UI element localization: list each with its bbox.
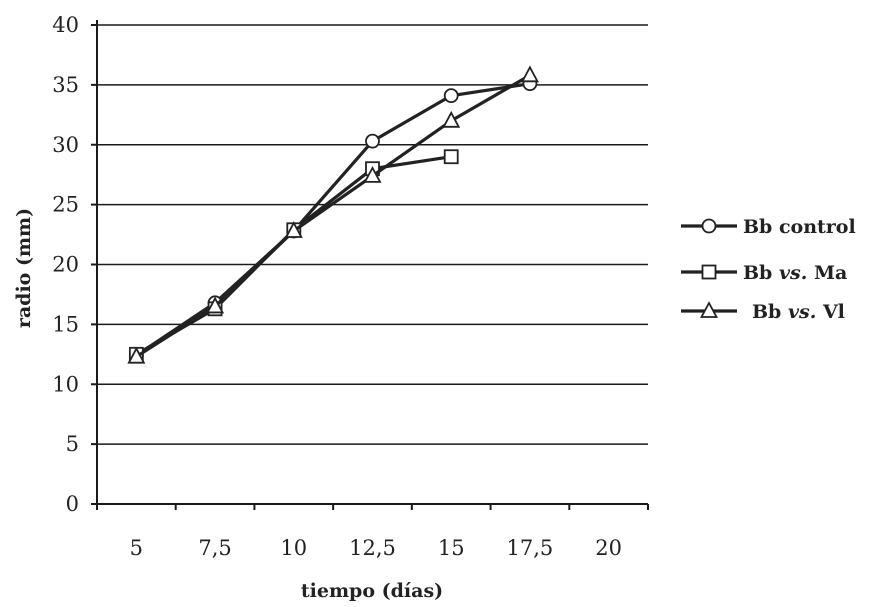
gridlines [97, 24, 648, 445]
y-tick-labels: 0 5 10 15 20 25 30 35 40 [52, 13, 79, 516]
legend-marker-triangle [699, 301, 719, 318]
y-tick-label-30: 30 [52, 133, 79, 157]
legend: Bb control Bb vs. Ma Bb vs. Vl [681, 216, 856, 323]
x-tick-label-20: 20 [595, 536, 622, 560]
data-point-square-4 [443, 149, 459, 165]
x-tick-label-7,5: 7,5 [198, 536, 231, 560]
data-point-triangle-1 [206, 296, 225, 314]
x-tick-label-5: 5 [130, 536, 143, 560]
data-point-triangle-4 [442, 110, 461, 128]
y-tick-label-35: 35 [52, 73, 79, 97]
series-line-circle [135, 82, 531, 357]
data-point-circle-3 [365, 133, 380, 149]
x-tick-label-12,5: 12,5 [349, 536, 396, 560]
series-triangle [127, 65, 539, 364]
legend-marker-square [701, 264, 717, 280]
x-tick-labels: 5 7,5 10 12,5 15 17,5 20 [130, 536, 622, 560]
legend-label-circle: Bb control [743, 216, 856, 238]
x-tick-label-17,5: 17,5 [507, 536, 554, 560]
legend-label-triangle: Bb vs. Vl [752, 301, 845, 323]
y-tick-label-25: 25 [52, 193, 79, 217]
y-tick-label-20: 20 [52, 253, 79, 277]
x-axis-title: tiempo (días) [301, 580, 443, 602]
series-group [127, 65, 539, 364]
y-axis-title: radio (mm) [13, 208, 35, 328]
legend-marker-circle [701, 218, 717, 234]
y-tick-label-15: 15 [52, 312, 79, 336]
legend-item-triangle: Bb vs. Vl [681, 301, 845, 323]
data-point-triangle-3 [363, 165, 382, 183]
y-tick-label-5: 5 [66, 432, 79, 456]
data-point-circle-4 [443, 88, 459, 104]
legend-label-square: Bb vs. Ma [743, 262, 847, 284]
data-point-triangle-5 [520, 65, 539, 83]
data-point-triangle-0 [127, 346, 146, 364]
data-point-triangle-2 [284, 221, 303, 238]
x-tick-label-10: 10 [280, 536, 307, 560]
series-circle [128, 76, 538, 363]
y-tick-label-40: 40 [52, 13, 79, 37]
x-tick-label-15: 15 [438, 536, 465, 560]
series-line-triangle [135, 73, 531, 359]
axes [91, 20, 649, 510]
legend-item-square: Bb vs. Ma [681, 262, 847, 284]
y-tick-label-10: 10 [52, 372, 79, 396]
legend-item-circle: Bb control [681, 216, 856, 238]
y-tick-label-0: 0 [66, 492, 79, 516]
